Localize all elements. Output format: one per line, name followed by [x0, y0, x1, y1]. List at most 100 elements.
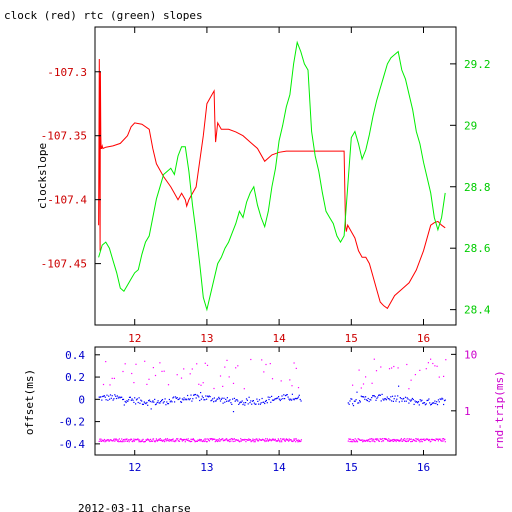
- offset-point: [156, 401, 158, 404]
- rnd-trip-point: [162, 440, 164, 442]
- rnd-trip-point: [352, 439, 355, 441]
- rnd-trip-point: [113, 377, 115, 379]
- rnd-trip-point: [122, 370, 124, 373]
- rnd-trip-point: [228, 439, 230, 442]
- rnd-trip-point: [120, 441, 122, 443]
- rnd-trip-point: [129, 439, 131, 441]
- rnd-trip-point: [400, 439, 402, 441]
- offset-point: [104, 396, 106, 398]
- offset-point: [428, 398, 430, 400]
- offset-point: [288, 398, 290, 400]
- offset-point: [363, 396, 365, 398]
- offset-point: [220, 398, 222, 400]
- rnd-trip-point: [393, 440, 396, 442]
- rnd-trip-point: [263, 439, 265, 441]
- offset-point: [152, 400, 154, 402]
- rnd-trip-point: [138, 441, 140, 443]
- offset-point: [111, 395, 113, 397]
- rnd-trip-point: [266, 440, 268, 442]
- rnd-trip-point: [225, 439, 227, 441]
- rnd-trip-point: [378, 440, 381, 442]
- rnd-trip-point: [189, 441, 192, 443]
- offset-point: [120, 396, 122, 398]
- rnd-trip-point: [237, 439, 239, 441]
- offset-point: [278, 396, 280, 398]
- offset-point: [425, 403, 427, 405]
- rnd-trip-point: [402, 440, 404, 442]
- rnd-trip-point: [290, 439, 292, 441]
- rnd-trip-point: [163, 441, 166, 443]
- offset-point: [117, 397, 119, 399]
- offset-point: [383, 399, 385, 401]
- rnd-trip-point: [107, 439, 110, 441]
- offset-point: [399, 397, 401, 399]
- rnd-trip-point: [374, 441, 376, 443]
- rnd-trip-point: [288, 440, 290, 442]
- offset-point: [361, 396, 363, 398]
- rnd-trip-point: [279, 441, 281, 443]
- offset-point: [130, 399, 132, 401]
- rnd-trip-point: [203, 440, 205, 443]
- offset-point: [190, 394, 192, 396]
- offset-point: [140, 399, 142, 401]
- offset-point: [258, 399, 261, 401]
- offset-point: [154, 404, 157, 406]
- offset-point: [378, 394, 380, 396]
- rnd-trip-point: [273, 438, 275, 440]
- rnd-trip-point: [256, 439, 259, 441]
- offset-point: [404, 400, 406, 402]
- rnd-trip-point: [147, 439, 149, 441]
- rnd-trip-point: [254, 439, 256, 441]
- rnd-trip-point: [251, 440, 253, 442]
- rnd-trip-point: [193, 439, 196, 442]
- offset-point: [240, 401, 242, 403]
- rnd-trip-point: [209, 438, 211, 440]
- offset-point: [357, 402, 359, 404]
- rnd-trip-point: [414, 440, 416, 442]
- rnd-trip-point: [170, 439, 172, 441]
- offset-point: [297, 397, 299, 399]
- offset-point: [438, 401, 440, 403]
- offset-point: [436, 401, 438, 403]
- rnd-trip-point: [266, 438, 268, 440]
- rnd-trip-point: [100, 438, 102, 440]
- offset-point: [262, 401, 264, 403]
- offsets-y-tick-label: -0.2: [59, 416, 86, 429]
- rnd-trip-point: [123, 441, 125, 443]
- rnd-trip-point: [418, 439, 420, 441]
- rnd-trip-point: [248, 438, 250, 440]
- offset-point: [161, 399, 164, 401]
- offset-point: [142, 403, 144, 405]
- rnd-trip-point: [156, 439, 158, 441]
- offset-point: [110, 397, 112, 399]
- offset-point: [431, 402, 433, 404]
- offset-point: [200, 392, 202, 394]
- rnd-trip-point: [139, 439, 141, 441]
- rnd-trip-point: [205, 438, 207, 440]
- rnd-trip-point: [226, 439, 228, 441]
- offset-point: [256, 398, 258, 400]
- offset-point: [134, 397, 136, 399]
- offset-point: [126, 400, 128, 402]
- rnd-trip-point: [131, 438, 133, 440]
- offset-point: [218, 396, 220, 398]
- offset-point: [162, 402, 164, 404]
- offset-point: [194, 393, 196, 396]
- rnd-trip-point: [386, 438, 388, 441]
- rnd-trip-point: [293, 439, 295, 442]
- offset-point: [223, 397, 225, 399]
- offset-point: [364, 398, 366, 400]
- rnd-trip-point: [165, 438, 167, 440]
- rnd-trip-point: [229, 441, 231, 443]
- rnd-trip-point: [103, 439, 105, 442]
- offset-point: [171, 401, 173, 403]
- offset-point: [121, 396, 123, 398]
- offset-point: [184, 399, 186, 401]
- offset-point: [271, 395, 273, 397]
- offset-point: [260, 402, 262, 404]
- offset-point: [148, 400, 150, 402]
- offset-point: [109, 398, 111, 400]
- offset-point: [227, 400, 229, 402]
- offset-point: [208, 395, 210, 397]
- rnd-trip-point: [202, 382, 204, 384]
